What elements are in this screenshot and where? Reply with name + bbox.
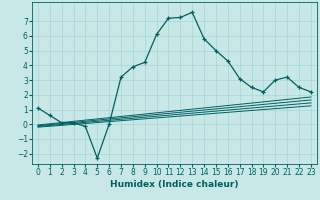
X-axis label: Humidex (Indice chaleur): Humidex (Indice chaleur) — [110, 180, 239, 189]
